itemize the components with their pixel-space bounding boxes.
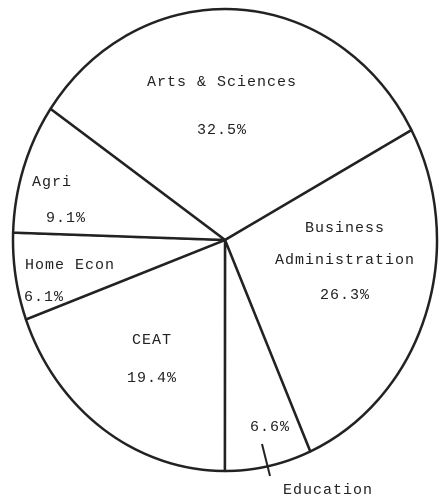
slice-label: Arts & Sciences	[147, 74, 297, 91]
slice-label: Agri	[32, 174, 72, 191]
leader-line	[261, 443, 271, 477]
pie-slice	[24, 238, 227, 473]
slice-value-label: 26.3%	[320, 287, 370, 304]
slice-value-label: 6.1%	[24, 289, 64, 306]
slice-value-label: 9.1%	[46, 210, 86, 227]
slice-label: Home Econ	[25, 257, 115, 274]
slice-value-label: 19.4%	[127, 370, 177, 387]
pie-slice	[11, 107, 227, 242]
slice-value-label: 32.5%	[197, 122, 247, 139]
slice-label: Education	[283, 482, 373, 498]
slice-label: CEAT	[132, 332, 172, 349]
slice-label: Business Administration	[275, 220, 415, 269]
slice-value-label: 6.6%	[250, 419, 290, 436]
